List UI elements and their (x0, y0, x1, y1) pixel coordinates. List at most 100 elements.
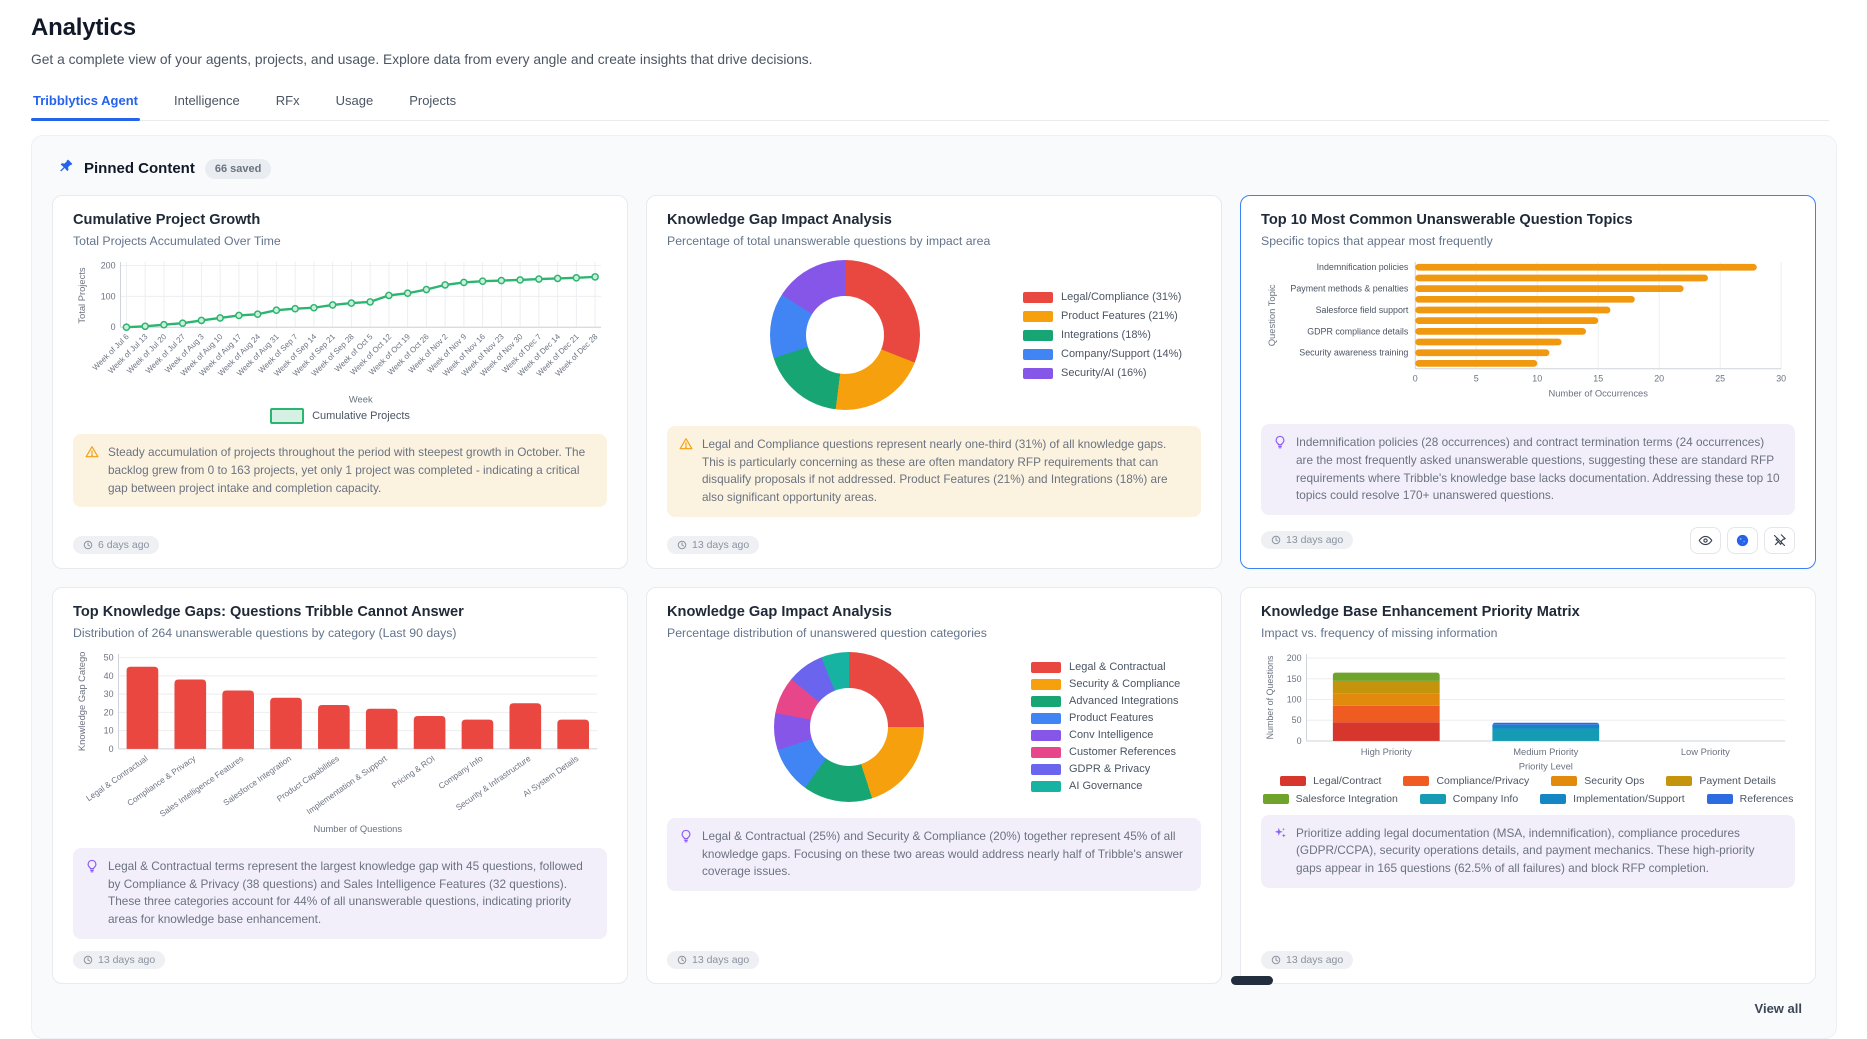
donut-hole (806, 296, 884, 374)
legend-item: Security Ops (1551, 775, 1644, 787)
card-knowledge-gap-impact-1[interactable]: Knowledge Gap Impact Analysis Percentage… (646, 195, 1222, 569)
timestamp-pill: 6 days ago (73, 535, 160, 554)
legend-item: Company Info (1419, 793, 1518, 805)
svg-text:25: 25 (1715, 374, 1725, 384)
impact-donut-legend: Legal & Contractual Security & Compliance… (1031, 661, 1201, 792)
svg-text:100: 100 (1287, 694, 1302, 704)
card-title: Knowledge Base Enhancement Priority Matr… (1261, 603, 1580, 620)
timestamp-pill: 13 days ago (667, 535, 760, 554)
card-top-knowledge-gaps[interactable]: Top Knowledge Gaps: Questions Tribble Ca… (52, 586, 628, 984)
pinned-content-title: Pinned Content (84, 160, 195, 177)
clock-icon (1271, 955, 1281, 964)
card-unanswerable-topics[interactable]: Top 10 Most Common Unanswerable Question… (1240, 195, 1816, 569)
insight-text: Legal & Contractual (25%) and Security &… (702, 828, 1183, 879)
svg-text:0: 0 (1413, 374, 1418, 384)
legend-item: Product Features (1031, 712, 1201, 724)
insight-box: Prioritize adding legal documentation (M… (1261, 814, 1795, 888)
insight-text: Indemnification policies (28 occurrences… (1296, 435, 1780, 503)
card-subtitle: Percentage distribution of unanswered qu… (667, 625, 987, 640)
svg-text:50: 50 (104, 653, 114, 663)
svg-text:Indemnification policies: Indemnification policies (1317, 262, 1409, 272)
svg-text:10: 10 (1532, 374, 1542, 384)
card-subtitle: Percentage of total unanswerable questio… (667, 234, 991, 248)
card-title: Top Knowledge Gaps: Questions Tribble Ca… (73, 603, 464, 620)
card-actions (1690, 526, 1795, 554)
svg-text:Medium Priority: Medium Priority (1513, 746, 1578, 757)
svg-text:30: 30 (104, 689, 114, 699)
tab-bar: Tribblytics Agent Intelligence RFx Usage… (31, 85, 1829, 121)
svg-text:200: 200 (1287, 653, 1302, 663)
svg-text:Implementation & Support: Implementation & Support (304, 753, 389, 817)
card-footer: 13 days ago (73, 939, 607, 969)
legend-item: Legal & Contractual (1031, 661, 1201, 673)
view-all-button[interactable]: View all (1749, 1000, 1808, 1017)
pin-icon (58, 158, 74, 179)
svg-text:Week: Week (349, 393, 373, 404)
ai-insight-button[interactable] (1727, 526, 1758, 554)
card-subtitle: Total Projects Accumulated Over Time (73, 234, 281, 248)
saved-count-badge: 66 saved (204, 158, 272, 179)
tab-rfx[interactable]: RFx (275, 93, 300, 108)
donut-ring (770, 260, 920, 410)
unpin-button[interactable] (1764, 526, 1795, 554)
svg-text:0: 0 (1297, 736, 1302, 746)
card-title: Top 10 Most Common Unanswerable Question… (1261, 212, 1633, 228)
svg-text:Total Projects: Total Projects (76, 267, 87, 324)
card-title: Knowledge Gap Impact Analysis (667, 212, 892, 228)
svg-text:0: 0 (109, 744, 114, 754)
card-footer: 13 days ago (667, 524, 1201, 554)
matrix-stacked-chart: 0 50 100 150 200 High Priority Medium Priority… (1261, 648, 1795, 772)
insight-box: Legal and Compliance questions represent… (667, 426, 1201, 517)
card-knowledge-gap-impact-2[interactable]: Knowledge Gap Impact Analysis Percentage… (646, 586, 1222, 984)
svg-text:40: 40 (104, 671, 114, 681)
svg-text:Company Info: Company Info (436, 753, 484, 791)
card-footer: 13 days ago (1261, 515, 1795, 554)
legend-swatch (270, 408, 305, 425)
svg-text:5: 5 (1474, 374, 1479, 384)
svg-text:Sales Intelligence Features: Sales Intelligence Features (158, 753, 246, 819)
clock-icon (83, 955, 93, 964)
view-button[interactable] (1690, 526, 1721, 554)
card-footer: 13 days ago (1261, 939, 1795, 969)
legend-item: GDPR & Privacy (1031, 763, 1201, 775)
svg-text:Low Priority: Low Priority (1681, 746, 1730, 757)
svg-text:Question Topic: Question Topic (1266, 284, 1277, 346)
svg-text:30: 30 (1776, 374, 1786, 384)
insight-text: Prioritize adding legal documentation (M… (1296, 825, 1755, 875)
pinned-cards-grid: Cumulative Project Growth Total Projects… (52, 195, 1816, 984)
clock-icon (1271, 536, 1281, 545)
legend-item: Compliance/Privacy (1403, 775, 1529, 787)
svg-text:Salesforce field support: Salesforce field support (1316, 305, 1409, 315)
donut-hole (810, 687, 888, 766)
card-cumulative-project-growth[interactable]: Cumulative Project Growth Total Projects… (52, 195, 628, 569)
tab-tribblytics-agent[interactable]: Tribblytics Agent (31, 85, 140, 121)
legend-item: Integrations (18%) (1023, 329, 1201, 341)
svg-text:20: 20 (104, 707, 114, 717)
lightbulb-icon (679, 829, 693, 881)
svg-text:GDPR compliance details: GDPR compliance details (1307, 326, 1409, 336)
tab-usage[interactable]: Usage (335, 93, 374, 108)
timestamp-pill: 13 days ago (1261, 950, 1354, 969)
clock-icon (677, 955, 687, 964)
card-footer: 13 days ago (667, 939, 1201, 969)
card-subtitle: Impact vs. frequency of missing informat… (1261, 625, 1498, 640)
sparkles-icon (1273, 826, 1287, 878)
card-title: Cumulative Project Growth (73, 212, 261, 228)
legend-item: Security/AI (16%) (1023, 367, 1201, 379)
page-subtitle: Get a complete view of your agents, proj… (31, 52, 813, 67)
svg-text:50: 50 (1292, 715, 1302, 725)
insight-box: Indemnification policies (28 occurrences… (1261, 424, 1795, 515)
clock-icon (83, 540, 93, 550)
warning-icon (85, 445, 99, 497)
cumulative-line-chart: 0 100 200 Week of Jul 6 Week of Jul 13 Week o… (73, 256, 607, 406)
tab-intelligence[interactable]: Intelligence (173, 93, 240, 108)
insight-text: Legal & Contractual terms represent the … (108, 858, 583, 926)
scrollbar-thumb[interactable] (1231, 976, 1273, 985)
view-all-row: View all (52, 1000, 1816, 1018)
legend-item: Company/Support (14%) (1023, 348, 1201, 360)
card-priority-matrix[interactable]: Knowledge Base Enhancement Priority Matr… (1240, 586, 1816, 984)
matrix-chart-legend: Legal/Contract Compliance/Privacy Security… (1261, 775, 1795, 805)
insight-box: Steady accumulation of projects througho… (73, 434, 607, 508)
legend-item: Customer References (1031, 746, 1201, 758)
tab-projects[interactable]: Projects (409, 93, 457, 108)
